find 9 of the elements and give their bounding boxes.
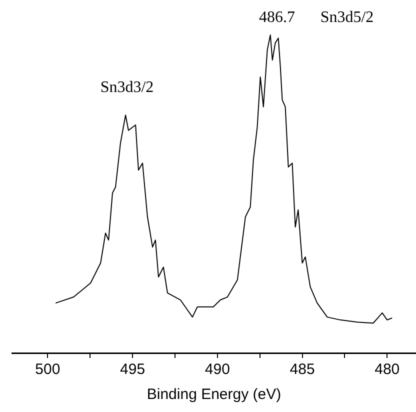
text: 486.7 xyxy=(259,9,295,26)
x-tick-label: 495 xyxy=(120,361,146,378)
x-tick-label: 485 xyxy=(290,361,315,378)
x-axis-title: Binding Energy (eV) xyxy=(146,386,282,404)
annotation: Sn3d3/2 xyxy=(100,79,154,96)
x-tick-label: 500 xyxy=(35,361,60,378)
text: Sn3d5/2 xyxy=(320,9,374,26)
x-tick-label: 490 xyxy=(204,361,230,378)
x-tick-label: 480 xyxy=(374,361,400,378)
